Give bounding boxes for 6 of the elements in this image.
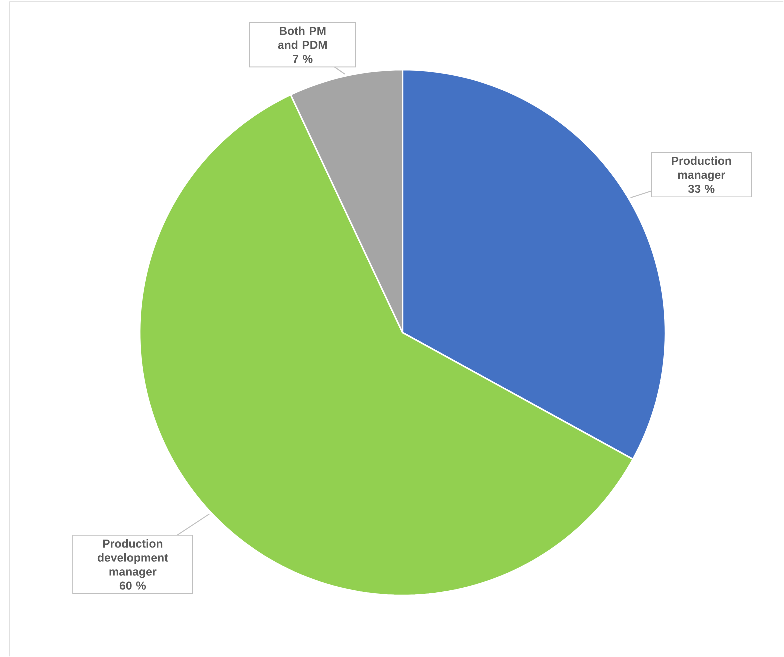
data-label: 7 % <box>293 55 313 64</box>
data-label: 60 % <box>120 582 146 590</box>
slice-label: Both PM and PDM <box>278 26 327 50</box>
slice-label: Production development manager <box>98 539 168 578</box>
slice-label: Production manager <box>672 156 732 182</box>
data-label: 33 % <box>688 184 715 194</box>
